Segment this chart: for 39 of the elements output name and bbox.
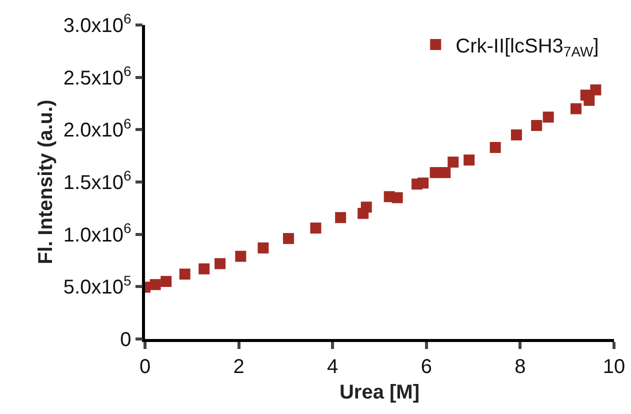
y-tick-label: 2.0x10$^{6}$ bbox=[63, 115, 132, 142]
y-tick-label: 0 bbox=[120, 329, 132, 351]
x-tick-label: 4 bbox=[327, 356, 338, 378]
point bbox=[448, 156, 459, 168]
point bbox=[335, 212, 346, 224]
point bbox=[283, 233, 294, 244]
point bbox=[360, 202, 372, 213]
point bbox=[570, 103, 582, 114]
point bbox=[310, 222, 322, 234]
point bbox=[542, 112, 554, 123]
point bbox=[392, 192, 403, 204]
x-tick-label: 2 bbox=[233, 356, 244, 378]
point bbox=[418, 178, 429, 189]
y-tick-label: 5.0x10$^{5}$ bbox=[63, 272, 132, 299]
point bbox=[464, 154, 475, 166]
point bbox=[531, 120, 542, 131]
point bbox=[590, 84, 602, 96]
x-tick-label: 8 bbox=[514, 356, 526, 378]
point bbox=[490, 142, 501, 153]
x-tick-label: 0 bbox=[139, 356, 151, 378]
point bbox=[179, 268, 190, 280]
y-axis-title: Fl. Intensity (a.u.) bbox=[34, 100, 57, 264]
point bbox=[214, 258, 226, 270]
legend-label: Crk-II[lcSH3$_{7AW}$] bbox=[456, 35, 599, 60]
y-tick-label: 1.5x10$^{6}$ bbox=[63, 168, 132, 194]
point bbox=[235, 250, 246, 262]
point bbox=[198, 263, 210, 274]
point bbox=[160, 276, 172, 287]
y-tick-label: 1.0x10$^{6}$ bbox=[63, 220, 132, 246]
point bbox=[258, 242, 269, 254]
point bbox=[510, 129, 522, 140]
y-tick-label: 3.0x10$^{6}$ bbox=[63, 10, 132, 37]
point bbox=[440, 167, 451, 178]
point bbox=[584, 94, 595, 106]
x-axis-title: Urea [M] bbox=[339, 381, 420, 404]
y-tick-label: 2.5x10$^{6}$ bbox=[63, 62, 132, 90]
x-tick-label: 6 bbox=[420, 356, 432, 378]
x-tick-label: 10 bbox=[602, 356, 626, 378]
point bbox=[150, 279, 161, 290]
